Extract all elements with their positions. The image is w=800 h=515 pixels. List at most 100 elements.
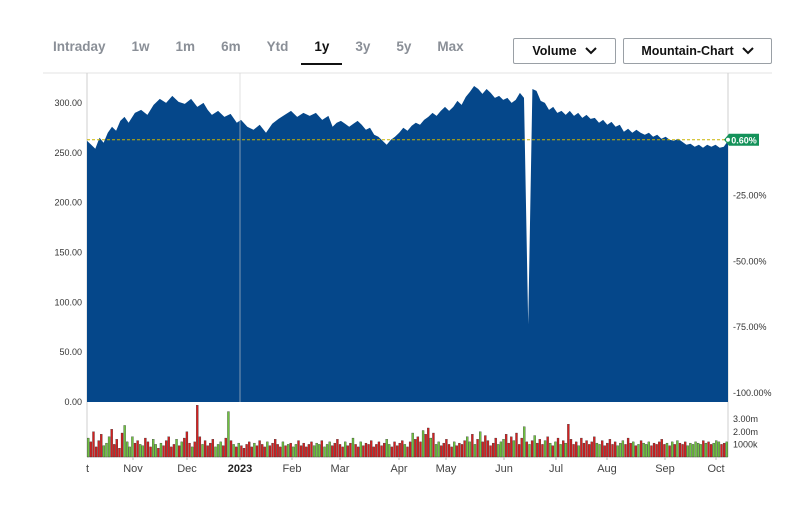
y-right-tick-label: -100.00% (733, 388, 772, 398)
volume-bar (349, 442, 352, 458)
volume-bar (346, 445, 349, 458)
volume-bar (336, 439, 339, 458)
volume-bar (577, 445, 580, 458)
x-month-label: t (86, 463, 89, 475)
volume-bar (466, 436, 469, 458)
x-month-label: Jun (495, 463, 513, 475)
volume-bar (170, 446, 173, 458)
volume-bar (616, 445, 619, 458)
volume-bar (668, 445, 671, 458)
volume-bar (180, 441, 183, 458)
volume-bar (318, 444, 321, 458)
tab-5y[interactable]: 5y (396, 39, 412, 54)
volume-bar (299, 445, 303, 458)
volume-bar (359, 441, 362, 458)
chart-type-dropdown[interactable]: Mountain-Chart (623, 38, 772, 64)
volume-bar (499, 441, 503, 458)
tab-1m[interactable]: 1m (175, 39, 196, 54)
volume-dropdown[interactable]: Volume (513, 38, 616, 64)
volume-bar (593, 436, 596, 458)
volume-bar (512, 440, 516, 458)
tab-1y[interactable]: 1y (301, 30, 343, 65)
x-month-label: 2023 (228, 463, 252, 475)
volume-bar (188, 442, 191, 458)
volume-bar (429, 437, 433, 458)
change-badge-label: 0.60% (731, 135, 757, 145)
volume-bar (320, 440, 324, 458)
volume-bar (133, 442, 137, 458)
x-month-label: Sep (655, 463, 675, 475)
volume-bar (543, 440, 547, 458)
volume-bar (497, 444, 500, 458)
volume-bar (673, 444, 676, 458)
volume-bar (297, 440, 300, 458)
volume-bar (172, 444, 176, 458)
volume-dropdown-label: Volume (532, 44, 577, 58)
volume-bar (421, 430, 425, 458)
volume-bar (250, 446, 253, 458)
volume-bar (94, 446, 98, 458)
tab-max[interactable]: Max (437, 39, 464, 54)
tab-ytd[interactable]: Ytd (266, 39, 289, 54)
volume-bar (709, 444, 713, 458)
volume-bar (634, 445, 638, 458)
volume-bar (585, 440, 588, 458)
volume-bar (639, 440, 643, 458)
volume-bar (382, 442, 386, 458)
volume-bar (663, 444, 666, 458)
volume-bar (175, 439, 178, 458)
tab-6m[interactable]: 6m (221, 39, 241, 54)
volume-bar (97, 440, 100, 458)
tab-1w[interactable]: 1w (131, 39, 150, 54)
volume-bar (453, 441, 456, 458)
volume-bar (362, 445, 365, 458)
volume-tick-label: 1000k (733, 439, 758, 449)
volume-bar (344, 441, 347, 458)
volume-bar (556, 437, 560, 458)
volume-bar (554, 441, 557, 458)
volume-bar (572, 444, 575, 458)
volume-bar (520, 437, 523, 458)
volume-bar (292, 446, 295, 458)
volume-bar (271, 442, 274, 458)
volume-bar (261, 444, 264, 458)
volume-bar (190, 446, 194, 458)
volume-bar (686, 445, 689, 458)
x-month-label: Apr (390, 463, 407, 475)
volume-bar (697, 442, 700, 458)
volume-bar (424, 434, 427, 458)
volume-bar (100, 434, 103, 458)
volume-bar (476, 439, 479, 458)
volume-bar (253, 442, 256, 458)
volume-bar (385, 439, 388, 458)
volume-bar (123, 425, 126, 458)
tab-3y[interactable]: 3y (355, 39, 371, 54)
volume-bar (510, 436, 513, 458)
volume-bar (494, 437, 497, 458)
volume-bar (484, 435, 487, 458)
tab-intraday[interactable]: Intraday (53, 39, 106, 54)
chart-type-dropdown-label: Mountain-Chart (641, 44, 734, 58)
last-price-marker (725, 136, 731, 143)
volume-bar (440, 445, 443, 458)
volume-bar (414, 439, 417, 458)
volume-bar (193, 441, 196, 458)
volume-bar (665, 442, 669, 458)
volume-bar (626, 437, 630, 458)
volume-bar (237, 442, 240, 458)
volume-bar (390, 446, 394, 458)
volume-bar (120, 432, 124, 458)
volume-bar (227, 411, 230, 458)
y-right-tick-label: -25.00% (733, 191, 767, 201)
volume-bar (377, 441, 381, 458)
volume-bar (286, 444, 290, 458)
volume-bar (660, 439, 663, 458)
volume-bar (471, 434, 474, 458)
timeframe-tabs: Intraday 1w 1m 6m Ytd 1y 3y 5y Max (40, 30, 477, 66)
volume-bar (621, 440, 625, 458)
volume-bar (419, 441, 422, 458)
volume-bar (699, 444, 702, 458)
volume-bar (177, 445, 181, 458)
volume-bar (305, 446, 308, 458)
